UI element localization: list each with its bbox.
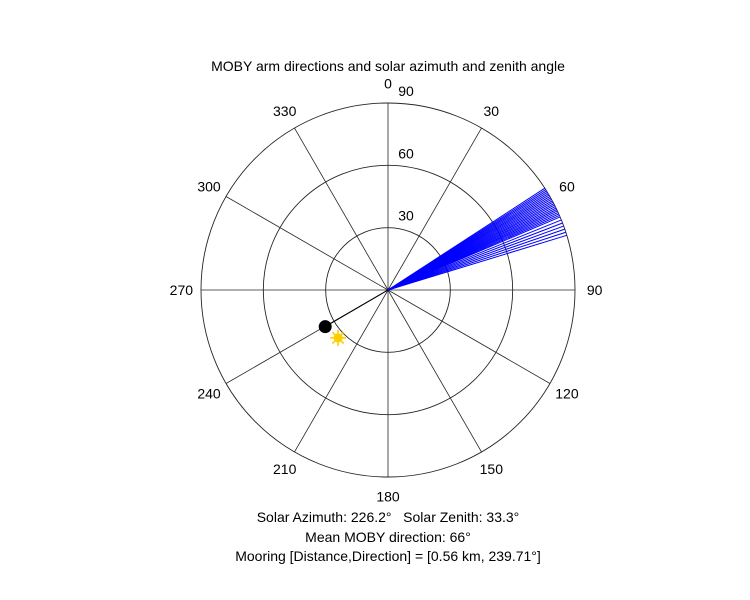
annotation-mean-moby: Mean MOBY direction: 66° <box>305 529 471 545</box>
r-tick-label-30: 30 <box>398 208 414 224</box>
theta-tick-label-270: 270 <box>170 282 194 298</box>
annotation-mooring: Mooring [Distance,Direction] = [0.56 km,… <box>235 548 541 564</box>
sun-ray-5 <box>331 331 336 336</box>
sun-ray-7 <box>340 331 345 336</box>
r-circle-30 <box>325 227 451 353</box>
theta-tick-label-60: 60 <box>559 179 575 195</box>
theta-tick-label-210: 210 <box>273 461 297 477</box>
moby-arm-line-24 <box>387 228 565 291</box>
r-tick-label-60: 60 <box>398 145 414 161</box>
theta-spoke-210 <box>294 289 389 453</box>
mooring-marker <box>318 320 332 334</box>
theta-tick-label-150: 150 <box>480 461 504 477</box>
moby-arm-line-20 <box>387 216 561 291</box>
theta-tick-label-120: 120 <box>555 385 579 401</box>
sun-ray-3 <box>331 340 336 345</box>
polar-grid <box>200 102 576 478</box>
theta-spoke-330 <box>294 127 389 291</box>
annotation-solar: Solar Azimuth: 226.2° Solar Zenith: 33.3… <box>257 509 520 525</box>
moby-arm-line-25 <box>387 231 567 291</box>
theta-tick-label-300: 300 <box>197 179 221 195</box>
theta-tick-label-30: 30 <box>484 103 500 119</box>
theta-tick-label-0: 0 <box>384 75 392 91</box>
theta-spoke-150 <box>387 289 482 453</box>
r-circle-60 <box>262 164 514 416</box>
theta-tick-label-240: 240 <box>197 385 221 401</box>
theta-tick-label-90: 90 <box>587 282 603 298</box>
sun-ray-1 <box>340 340 345 345</box>
theta-spoke-30 <box>387 127 482 291</box>
theta-tick-label-180: 180 <box>376 489 400 505</box>
moby-arm-line-22 <box>387 222 563 291</box>
moby-arm-line-26 <box>387 234 567 291</box>
sun-marker <box>333 333 343 343</box>
mooring-line <box>324 289 389 328</box>
theta-tick-label-330: 330 <box>273 103 297 119</box>
r-tick-label-90: 90 <box>398 83 414 99</box>
moby-arm-line-21 <box>387 219 562 291</box>
data-marks <box>318 187 567 346</box>
theta-spoke-300 <box>225 196 389 291</box>
theta-spoke-120 <box>387 289 551 384</box>
chart-title: MOBY arm directions and solar azimuth an… <box>211 58 565 74</box>
moby-arm-line-23 <box>387 225 564 291</box>
r-circle-90 <box>200 102 576 478</box>
axis-labels: 0 30 60 90 120 150 180 210 240 270 300 330 30 60 90 <box>170 75 603 504</box>
